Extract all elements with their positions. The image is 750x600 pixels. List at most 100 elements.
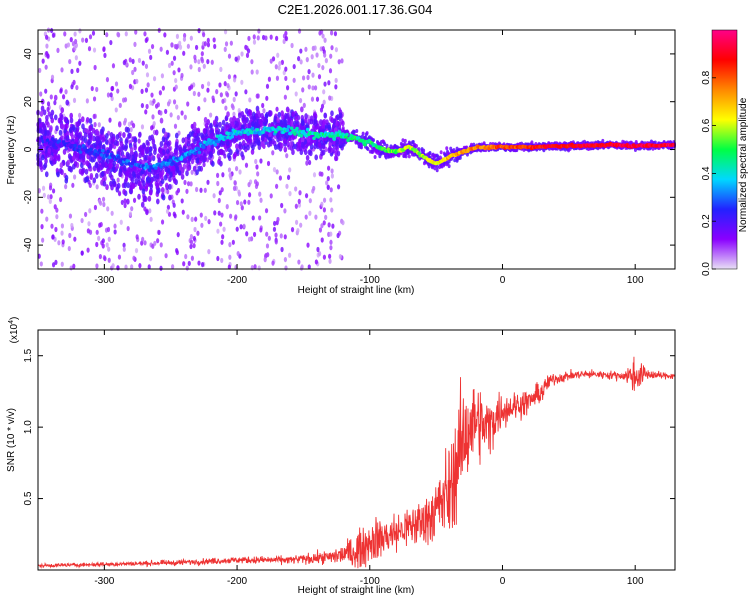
spectrogram-cell	[206, 81, 211, 87]
spectrogram-cell	[280, 142, 284, 149]
spectrogram-cell	[70, 68, 74, 74]
spectrogram-cell	[153, 149, 157, 156]
spectrogram-cell	[39, 261, 43, 267]
spectrogram-cell	[172, 99, 177, 105]
spectrogram-cell	[50, 74, 55, 80]
spectrogram-cell	[326, 176, 330, 182]
spectrogram-cell	[70, 134, 75, 141]
spectrogram-cell	[129, 146, 134, 153]
spectrogram-cell	[239, 143, 243, 150]
spectrogram-cell	[281, 114, 285, 121]
spectrogram-cell	[236, 251, 240, 257]
spectrogram-y-tick-label: -40	[23, 237, 34, 252]
spectrogram-cell	[123, 182, 127, 189]
spectrogram-cell	[54, 259, 58, 265]
spectrogram-cell	[248, 109, 253, 116]
spectrogram-cell	[165, 208, 170, 214]
spectrogram-cell	[196, 230, 200, 236]
spectrogram-cell	[145, 209, 149, 216]
snr-background	[38, 330, 675, 570]
spectrogram-cell	[50, 27, 54, 34]
spectrogram-cell	[60, 261, 64, 267]
spectrogram-cell	[105, 242, 109, 248]
spectrogram-cell	[294, 91, 298, 97]
spectrogram-cell	[126, 198, 130, 205]
spectrogram-cell	[109, 39, 113, 46]
spectrogram-ridge-cell	[53, 139, 57, 144]
spectrogram-ridge-cell	[230, 134, 235, 139]
spectrogram-cell	[173, 43, 177, 50]
spectrogram-cell	[178, 44, 183, 50]
spectrogram-cell	[185, 188, 189, 194]
spectrogram-cell	[324, 214, 328, 220]
spectrogram-cell	[221, 234, 225, 240]
spectrogram-cell	[401, 138, 405, 143]
spectrogram-cell	[324, 146, 328, 152]
spectrogram-cell	[250, 59, 254, 65]
spectrogram-cell	[261, 102, 265, 109]
spectrogram-cell	[130, 264, 134, 270]
spectrogram-cell	[175, 190, 179, 196]
spectrogram-cell	[327, 124, 332, 131]
spectrogram-cell	[84, 211, 88, 218]
spectrogram-cell	[219, 160, 223, 167]
spectrogram-cell	[193, 226, 197, 233]
spectrogram-cell	[115, 186, 120, 193]
spectrogram-cell	[60, 223, 65, 229]
spectrogram-y-tick-label: 20	[23, 96, 34, 108]
spectrogram-cell	[88, 134, 93, 141]
spectrogram-cell	[197, 105, 201, 112]
spectrogram-cell	[427, 164, 431, 169]
spectrogram-cell	[275, 35, 279, 41]
spectrogram-cell	[140, 102, 144, 109]
spectrogram-cell	[122, 242, 126, 248]
spectrogram-ridge-cell	[99, 153, 104, 157]
spectrogram-cell	[140, 148, 145, 155]
spectrogram-cell	[94, 172, 99, 179]
spectrogram-ridge-cell	[52, 143, 56, 148]
spectrogram-cell	[69, 112, 74, 119]
spectrogram-cell	[277, 65, 281, 71]
spectrogram-cell	[91, 127, 96, 134]
spectrogram-cell	[303, 149, 308, 156]
spectrogram-cell	[251, 144, 255, 151]
spectrogram-cell	[87, 221, 91, 227]
spectrogram-cell	[189, 64, 193, 70]
spectrogram-cell	[265, 243, 270, 249]
spectrogram-cell	[99, 128, 104, 135]
spectrogram-cell	[321, 33, 325, 39]
spectrogram-cell	[221, 98, 225, 104]
spectrogram-cell	[157, 147, 162, 154]
spectrogram-cell	[240, 79, 244, 85]
spectrogram-cell	[85, 176, 90, 183]
spectrogram-cell	[182, 36, 187, 42]
spectrogram-cell	[254, 158, 258, 165]
spectrogram-cell	[87, 139, 91, 146]
spectrogram-cell	[159, 242, 163, 248]
spectrogram-cell	[156, 102, 160, 108]
spectrogram-cell	[144, 87, 149, 93]
spectrogram-cell	[148, 208, 152, 214]
snr-series-line	[37, 356, 676, 569]
spectrogram-cell	[306, 74, 310, 81]
spectrogram-cell	[47, 147, 51, 154]
spectrogram-cell	[276, 52, 280, 58]
spectrogram-cell	[130, 176, 135, 183]
spectrogram-cell	[88, 208, 92, 214]
spectrogram-cell	[317, 141, 322, 148]
spectrogram-cell	[197, 59, 201, 65]
spectrogram-cell	[322, 99, 326, 105]
spectrogram-cell	[64, 174, 69, 181]
spectrogram-cell	[309, 150, 313, 157]
spectrogram-cell	[317, 62, 321, 69]
spectrogram-cell	[287, 117, 291, 124]
spectrogram-ridge-cell	[250, 126, 255, 131]
spectrogram-cell	[320, 223, 324, 229]
spectrogram-cell	[601, 138, 605, 143]
spectrogram-cell	[85, 98, 89, 104]
spectrogram-cell	[288, 252, 292, 258]
spectrogram-cell	[62, 148, 67, 155]
spectrogram-cell	[56, 171, 60, 178]
spectrogram-cell	[150, 43, 155, 50]
